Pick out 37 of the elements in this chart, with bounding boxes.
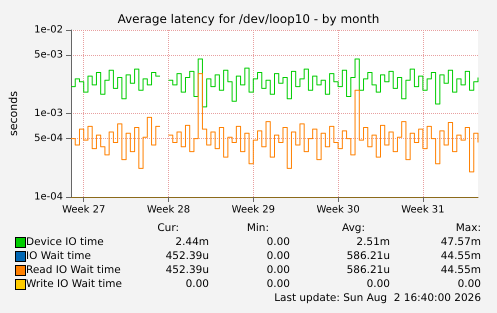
legend-label: Device IO time: [26, 236, 104, 248]
text: 0.00: [266, 278, 290, 290]
text: 0.00: [266, 264, 290, 276]
x-tick-label: Week 27: [62, 204, 106, 216]
legend-label: Read IO Wait time: [26, 264, 121, 276]
text: 44.55m: [440, 250, 481, 262]
y-tick-label: 1e-04: [34, 192, 63, 202]
legend-label: IO Wait time: [26, 250, 91, 262]
text: Min:: [246, 222, 269, 234]
text: 2.51m: [356, 236, 390, 248]
text: Max:: [456, 222, 481, 234]
y-tick-label: 5e-03: [34, 50, 63, 61]
legend-label: Write IO Wait time: [26, 278, 122, 290]
text: Last update: Sun Aug 2 16:40:00 2026: [274, 292, 481, 304]
text: 452.39u: [166, 250, 209, 262]
text: 0.00: [266, 236, 290, 248]
text: 2.44m: [175, 236, 209, 248]
y-tick-label: 1e-03: [34, 108, 63, 119]
text: Avg:: [342, 222, 365, 234]
y-axis-title: seconds: [7, 90, 20, 136]
text: 452.39u: [166, 264, 209, 276]
text: 586.21u: [346, 264, 390, 276]
text: 0.00: [266, 250, 290, 262]
text: 44.55m: [440, 264, 481, 276]
x-tick-label: Week 31: [401, 204, 445, 216]
y-tick-label: 1e-02: [34, 24, 63, 36]
text: 586.21u: [346, 250, 390, 262]
y-tick-label: 5e-04: [34, 133, 63, 144]
x-tick-label: Week 29: [232, 204, 275, 216]
x-tick-label: Week 30: [316, 204, 360, 216]
text: 0.00: [366, 278, 390, 290]
text: Cur:: [157, 222, 179, 234]
x-tick-label: Week 28: [146, 204, 190, 216]
text: 47.57m: [440, 236, 481, 248]
text: 0.00: [458, 278, 481, 290]
text: 0.00: [186, 278, 209, 290]
chart-title: Average latency for /dev/loop10 - by month: [118, 12, 380, 26]
